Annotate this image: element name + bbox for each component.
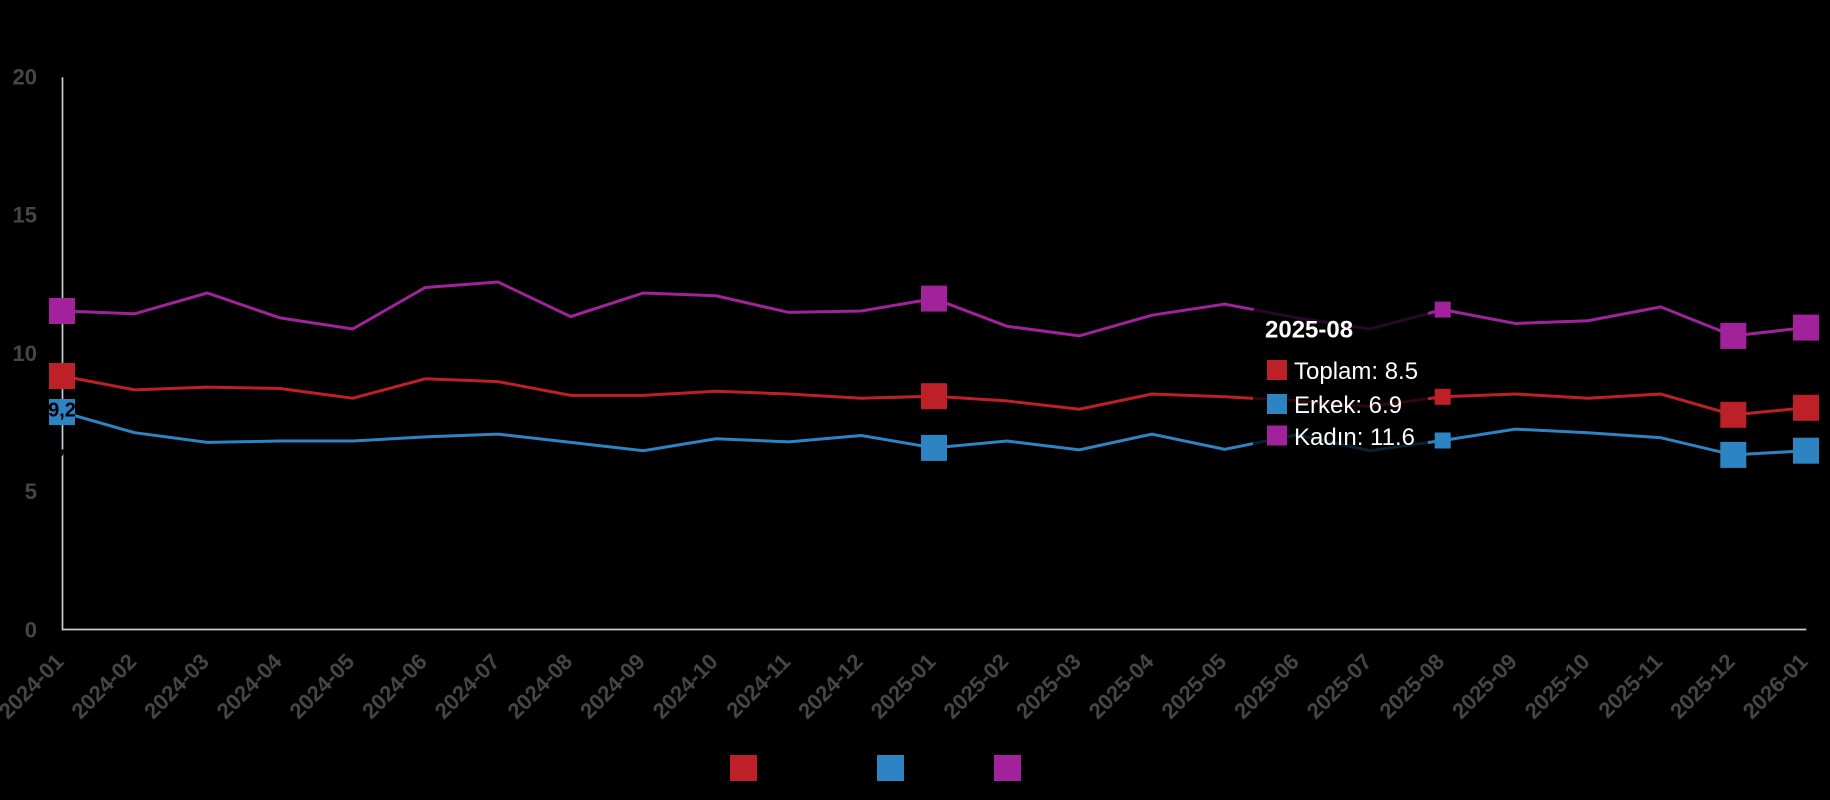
svg-text:0: 0 [25, 618, 37, 643]
svg-text:7,9: 7,9 [48, 436, 76, 458]
svg-text:Erkek: 6.9: Erkek: 6.9 [1294, 392, 1402, 419]
svg-text:5: 5 [25, 479, 37, 504]
svg-text:9,2: 9,2 [48, 400, 76, 422]
svg-text:Toplam: 8.5: Toplam: 8.5 [1294, 358, 1418, 385]
svg-text:2025-08: 2025-08 [1265, 317, 1353, 344]
svg-text:15: 15 [13, 203, 37, 228]
svg-text:10: 10 [13, 341, 37, 366]
svg-text:20: 20 [13, 64, 37, 89]
svg-text:Kadın: 11.6: Kadın: 11.6 [1294, 424, 1415, 451]
